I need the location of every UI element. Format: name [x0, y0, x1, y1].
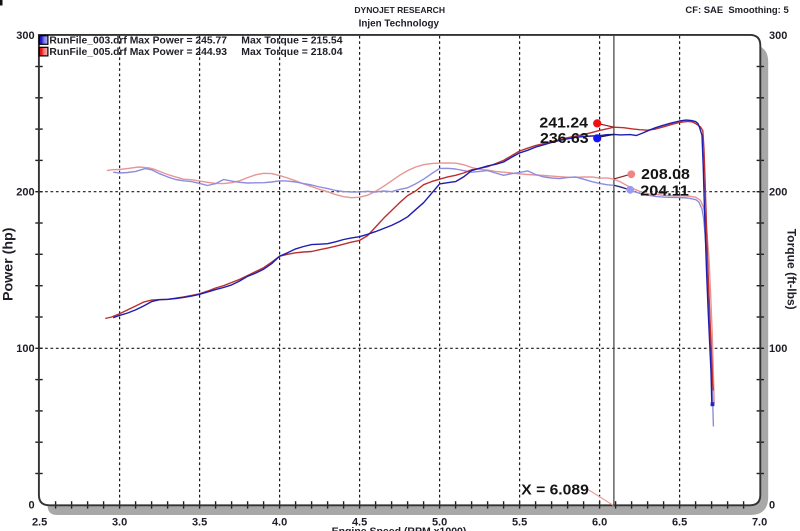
svg-text:3.5: 3.5 — [192, 516, 207, 528]
svg-text:0: 0 — [769, 500, 775, 512]
svg-text:5.0: 5.0 — [432, 516, 447, 528]
svg-text:3.0: 3.0 — [112, 516, 127, 528]
svg-text:RunFile_005.drf Max Power = 24: RunFile_005.drf Max Power = 244.93 — [49, 47, 227, 58]
svg-text:6.0: 6.0 — [592, 516, 607, 528]
svg-text:0: 0 — [28, 500, 34, 512]
svg-text:200: 200 — [16, 187, 34, 199]
svg-text:2.5: 2.5 — [32, 516, 47, 528]
svg-text:208.08: 208.08 — [641, 167, 690, 183]
svg-text:Max Torque = 218.04: Max Torque = 218.04 — [241, 47, 343, 58]
svg-text:300: 300 — [16, 30, 34, 42]
svg-text:6.5: 6.5 — [672, 516, 687, 528]
svg-text:241.24: 241.24 — [539, 116, 589, 132]
svg-text:100: 100 — [16, 343, 34, 355]
svg-text:Engine Speed (RPM x1000): Engine Speed (RPM x1000) — [332, 526, 467, 531]
svg-text:4.0: 4.0 — [272, 516, 287, 528]
svg-text:DYNOJET RESEARCH: DYNOJET RESEARCH — [354, 5, 445, 15]
svg-text:4.5: 4.5 — [352, 516, 367, 528]
svg-text:CF: SAE Smoothing: 5: CF: SAE Smoothing: 5 — [685, 5, 789, 16]
svg-text:RunFile_003.drf Max Power = 24: RunFile_003.drf Max Power = 245.77 — [49, 36, 227, 47]
svg-text:Max Torque = 215.54: Max Torque = 215.54 — [241, 36, 343, 47]
svg-text:X = 6.089: X = 6.089 — [521, 483, 589, 499]
svg-text:5.5: 5.5 — [512, 516, 527, 528]
svg-text:236.63: 236.63 — [540, 131, 589, 147]
svg-text:300: 300 — [769, 30, 787, 42]
svg-text:Torque (ft-lbs): Torque (ft-lbs) — [785, 229, 799, 310]
svg-text:Power (hp): Power (hp) — [0, 228, 15, 302]
svg-text:100: 100 — [769, 343, 787, 355]
svg-text:200: 200 — [769, 187, 787, 199]
svg-text:Injen Technology: Injen Technology — [359, 19, 440, 30]
svg-text:7.0: 7.0 — [752, 516, 767, 528]
svg-text:204.11: 204.11 — [640, 183, 689, 199]
